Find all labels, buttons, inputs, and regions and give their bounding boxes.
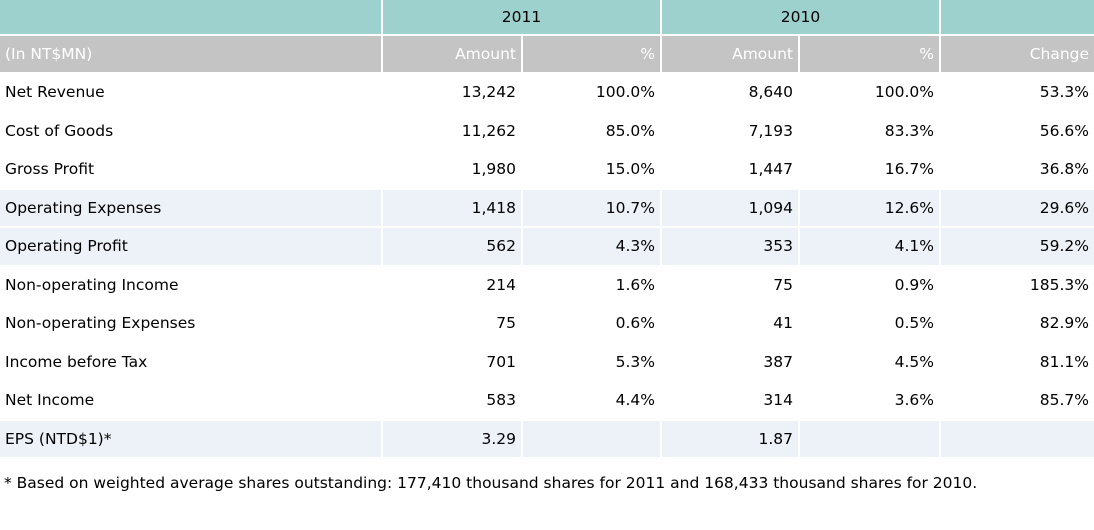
change-pct: 85.7% (941, 382, 1094, 421)
col-header-amount-2010: Amount (662, 36, 801, 74)
table-row: Operating Expenses 1,418 10.7% 1,094 12.… (0, 189, 1094, 228)
year-header-2011: 2011 (383, 0, 663, 36)
change-pct: 29.6% (941, 189, 1094, 228)
income-statement-table: 2011 2010 (In NT$MN) Amount % Amount % C… (0, 0, 1094, 459)
amount-2011: 1,980 (383, 151, 523, 190)
pct-2010 (800, 420, 942, 459)
corner-cell (0, 0, 383, 36)
table-row: Net Income 583 4.4% 314 3.6% 85.7% (0, 382, 1094, 421)
change-pct (941, 420, 1094, 459)
change-pct: 185.3% (941, 266, 1094, 305)
amount-2010: 1.87 (662, 420, 801, 459)
pct-2011: 5.3% (523, 343, 663, 382)
table-row: Operating Profit 562 4.3% 353 4.1% 59.2% (0, 228, 1094, 267)
row-label: Cost of Goods (0, 112, 383, 151)
table-row: EPS (NTD$1)* 3.29 1.87 (0, 420, 1094, 459)
row-label: Non-operating Expenses (0, 305, 383, 344)
pct-2011 (523, 420, 663, 459)
row-label: Net Revenue (0, 74, 383, 113)
change-spacer-cell (941, 0, 1094, 36)
column-header-row: (In NT$MN) Amount % Amount % Change (0, 36, 1094, 74)
pct-2011: 10.7% (523, 189, 663, 228)
row-label: Operating Profit (0, 228, 383, 267)
pct-2010: 0.5% (800, 305, 942, 344)
table-row: Net Revenue 13,242 100.0% 8,640 100.0% 5… (0, 74, 1094, 113)
amount-2010: 41 (662, 305, 801, 344)
pct-2011: 0.6% (523, 305, 663, 344)
pct-2011: 4.3% (523, 228, 663, 267)
pct-2011: 100.0% (523, 74, 663, 113)
amount-2010: 8,640 (662, 74, 801, 113)
col-header-pct-2011: % (523, 36, 663, 74)
change-pct: 36.8% (941, 151, 1094, 190)
amount-2010: 1,447 (662, 151, 801, 190)
amount-2010: 75 (662, 266, 801, 305)
amount-2010: 7,193 (662, 112, 801, 151)
table-row: Non-operating Income 214 1.6% 75 0.9% 18… (0, 266, 1094, 305)
row-label: EPS (NTD$1)* (0, 420, 383, 459)
amount-2010: 387 (662, 343, 801, 382)
amount-2010: 1,094 (662, 189, 801, 228)
change-pct: 56.6% (941, 112, 1094, 151)
col-header-pct-2010: % (800, 36, 942, 74)
table-row: Cost of Goods 11,262 85.0% 7,193 83.3% 5… (0, 112, 1094, 151)
pct-2011: 1.6% (523, 266, 663, 305)
change-pct: 53.3% (941, 74, 1094, 113)
pct-2010: 0.9% (800, 266, 942, 305)
change-pct: 82.9% (941, 305, 1094, 344)
col-header-change: Change (941, 36, 1094, 74)
amount-2011: 1,418 (383, 189, 523, 228)
col-header-amount-2011: Amount (383, 36, 523, 74)
pct-2011: 4.4% (523, 382, 663, 421)
year-header-row: 2011 2010 (0, 0, 1094, 36)
amount-2010: 314 (662, 382, 801, 421)
pct-2010: 3.6% (800, 382, 942, 421)
pct-2011: 15.0% (523, 151, 663, 190)
amount-2011: 701 (383, 343, 523, 382)
amount-2011: 562 (383, 228, 523, 267)
amount-2011: 11,262 (383, 112, 523, 151)
table-row: Non-operating Expenses 75 0.6% 41 0.5% 8… (0, 305, 1094, 344)
pct-2010: 12.6% (800, 189, 942, 228)
table-row: Gross Profit 1,980 15.0% 1,447 16.7% 36.… (0, 151, 1094, 190)
pct-2010: 4.5% (800, 343, 942, 382)
unit-label: (In NT$MN) (0, 36, 383, 74)
pct-2011: 85.0% (523, 112, 663, 151)
pct-2010: 16.7% (800, 151, 942, 190)
row-label: Income before Tax (0, 343, 383, 382)
table-row: Income before Tax 701 5.3% 387 4.5% 81.1… (0, 343, 1094, 382)
change-pct: 81.1% (941, 343, 1094, 382)
amount-2011: 214 (383, 266, 523, 305)
row-label: Non-operating Income (0, 266, 383, 305)
row-label: Net Income (0, 382, 383, 421)
amount-2011: 75 (383, 305, 523, 344)
pct-2010: 83.3% (800, 112, 942, 151)
amount-2011: 3.29 (383, 420, 523, 459)
pct-2010: 4.1% (800, 228, 942, 267)
row-label: Operating Expenses (0, 189, 383, 228)
footnote: * Based on weighted average shares outst… (4, 474, 978, 492)
pct-2010: 100.0% (800, 74, 942, 113)
year-header-2010: 2010 (662, 0, 942, 36)
amount-2011: 583 (383, 382, 523, 421)
row-label: Gross Profit (0, 151, 383, 190)
change-pct: 59.2% (941, 228, 1094, 267)
amount-2010: 353 (662, 228, 801, 267)
amount-2011: 13,242 (383, 74, 523, 113)
